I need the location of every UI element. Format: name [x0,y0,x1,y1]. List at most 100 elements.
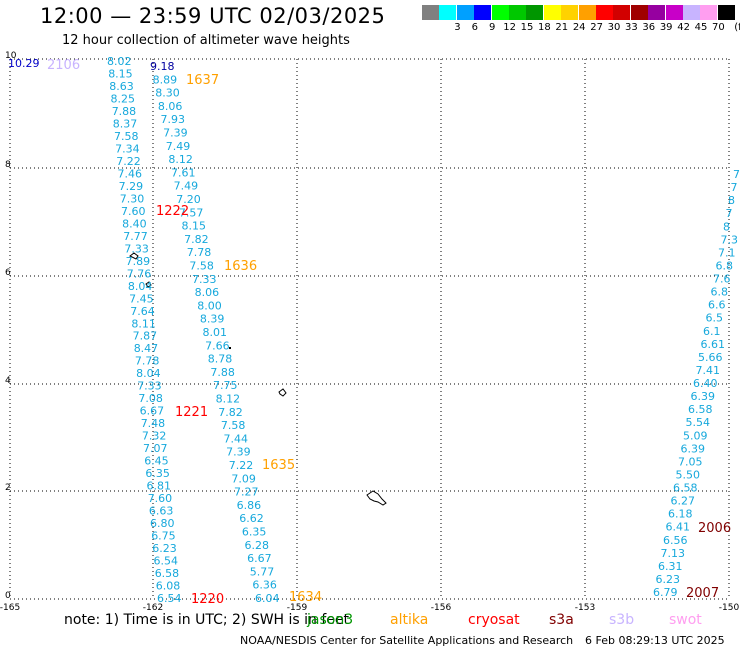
wave-height-value: 7.78 [135,355,160,368]
wave-height-value: 7.1 [718,246,736,259]
wave-height-value: 6.58 [688,403,713,416]
wave-height-value: 7.30 [120,192,145,205]
wave-height-value: 6.75 [151,530,176,543]
wave-height-value: 6.81 [147,480,172,493]
wave-height-value: 7.77 [123,230,148,243]
legend-label: 39 [659,22,673,33]
island [278,388,287,397]
wave-height-value: 8.12 [216,393,241,406]
wave-height-value: 8.63 [109,80,134,93]
island [129,252,139,260]
wave-height-value: 7.48 [141,417,166,430]
wave-height-value: 6.8 [711,286,729,299]
wave-height-value: 8.89 [153,73,178,86]
pass-time-label: 1635 [262,458,295,473]
wave-height-value: 6.35 [242,526,267,539]
pass-time-label: 1634 [289,590,322,605]
x-tick-label: -150 [719,603,740,612]
legend-label: 70 [712,22,725,33]
credit-text: NOAA/NESDIS Center for Satellite Applica… [240,634,574,647]
wave-height-value: 8.04 [136,367,161,380]
coastline-islands [129,252,387,506]
wave-height-value: 8.25 [111,93,136,106]
wave-height-value: 7.58 [221,419,246,432]
wave-height-value: 6.41 [666,521,691,534]
wave-height-value: 6.18 [668,508,693,521]
legend-swatch [543,5,561,20]
y-tick-label: 2 [5,483,11,493]
y-tick-label: 0 [5,591,11,601]
y-tick-label: 4 [5,376,11,386]
wave-height-value: 7.57 [179,206,204,219]
island [145,281,152,288]
wave-height-value: 7.46 [118,167,143,180]
wave-height-value: 6.23 [152,542,177,555]
x-tick-label: -153 [575,603,595,612]
wave-height-value: 8.06 [158,100,183,113]
footer-note: note: 1) Time is in UTC; 2) SWH is in fe… [64,612,350,628]
legend-swatch [717,5,735,20]
legend-swatch [683,5,700,20]
y-tick-label: 8 [5,160,11,170]
pass-time-label: 1637 [186,73,219,88]
legend-swatch [578,5,596,20]
pass-time-label: 1222 [156,204,189,219]
wave-height-value: 7.44 [224,432,249,445]
wave-height-value: 8.02 [107,55,132,68]
island [229,347,231,349]
pass-labels: 2106 1637 1222 1636 1221 1635 1220 1634 2006 2007 [47,58,731,607]
wave-height-value: 6.67 [140,405,165,418]
wave-height-value: 6.54 [157,592,182,605]
pass-time-label: 2007 [686,586,719,601]
legend-label: 18 [538,22,551,33]
wave-height-value: 7.45 [129,292,154,305]
wave-height-value: 6.56 [663,534,688,547]
legend-label: 6 [471,22,478,33]
legend-swatch [665,5,683,20]
wave-height-value: 6.61 [701,338,726,351]
legend-label: 24 [572,22,586,33]
wave-height-value: 6.39 [681,442,706,455]
wave-height-value: 7.6 [713,273,731,286]
wave-height-value: 6.23 [656,573,681,586]
wave-height-value: 6.1 [703,325,721,338]
wave-height-value: 7.89 [126,255,151,268]
legend-label: 21 [555,22,569,33]
legend-swatch [613,5,631,20]
legend-swatch [456,5,474,20]
wave-height-value: 7 [726,207,733,220]
map-title: 12:00 — 23:59 UTC 02/03/2025 [40,4,386,28]
wave-height-value: 8.11 [131,317,156,330]
wave-height-value: 7.49 [166,140,191,153]
wave-height-value: 6.04 [255,592,280,605]
wave-height-value: 5.09 [683,429,708,442]
legend-swatch [700,5,718,20]
wave-height-value: 5.66 [698,351,723,364]
wave-height-value: 7 [733,168,740,181]
satellite-name: swot [669,612,702,628]
wave-height-value: 7.82 [184,233,209,246]
legend-label: 27 [590,22,603,33]
legend-label: 36 [642,22,656,33]
legend-swatch [526,5,544,20]
wave-height-value: 6.35 [145,467,170,480]
wave-height-value: 8.15 [182,220,207,233]
pass-time-label: 1221 [175,405,208,420]
wave-height-value: 8.06 [195,286,220,299]
wave-height-value: 7.22 [116,155,141,168]
wave-height-value: 6.36 [252,579,277,592]
wave-height-value: 6.58 [673,482,698,495]
wave-height-value: 6.79 [653,586,678,599]
wave-height-value: 7.08 [138,392,163,405]
wave-height-value: 7.78 [187,246,212,259]
wave-height-value: 10.29 [8,57,40,70]
altimeter-tracks: 10.29 8.028.158.638.257.888.377.587.347.2… [8,55,740,605]
x-tick-label: -165 [0,603,20,612]
wave-height-value: 8.01 [203,326,228,339]
wave-height-value: 8.15 [108,68,133,81]
legend-label: 15 [520,22,534,33]
wave-height-value: 7.58 [114,130,139,143]
wave-height-value: 7.27 [234,486,259,499]
wave-height-value: 6.5 [706,312,724,325]
wave-height-value: 7.87 [133,330,158,343]
